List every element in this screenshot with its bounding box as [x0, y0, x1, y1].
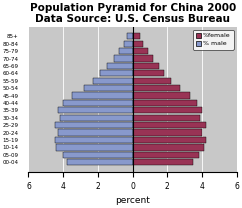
Bar — [133, 55, 153, 62]
Bar — [72, 92, 133, 99]
Bar — [133, 115, 200, 121]
Bar — [133, 70, 164, 77]
Bar — [133, 78, 171, 84]
Bar — [133, 144, 204, 151]
Bar — [113, 55, 133, 62]
Bar — [133, 85, 180, 91]
Bar — [133, 107, 202, 114]
Bar — [60, 115, 133, 121]
Bar — [93, 78, 133, 84]
Bar — [54, 122, 133, 128]
Bar — [133, 159, 193, 165]
Bar — [67, 159, 133, 165]
Bar — [119, 48, 133, 54]
Bar — [128, 33, 133, 40]
Bar — [133, 152, 199, 158]
Bar — [133, 33, 140, 40]
Bar — [133, 92, 190, 99]
X-axis label: percent: percent — [115, 196, 150, 205]
Bar — [56, 144, 133, 151]
Bar — [133, 48, 148, 54]
Title: Population Pyramid for China 2000
Data Source: U.S. Census Bureau: Population Pyramid for China 2000 Data S… — [30, 3, 236, 24]
Bar — [63, 152, 133, 158]
Bar — [58, 129, 133, 136]
Bar — [133, 100, 197, 106]
Bar — [133, 129, 202, 136]
Bar — [84, 85, 133, 91]
Bar — [133, 41, 143, 47]
Bar — [133, 137, 205, 143]
Bar — [107, 63, 133, 69]
Bar — [133, 63, 159, 69]
Bar — [124, 41, 133, 47]
Bar — [58, 107, 133, 114]
Bar — [100, 70, 133, 77]
Bar — [133, 122, 205, 128]
Legend: %female, % male: %female, % male — [193, 30, 234, 50]
Bar — [63, 100, 133, 106]
Bar — [54, 137, 133, 143]
